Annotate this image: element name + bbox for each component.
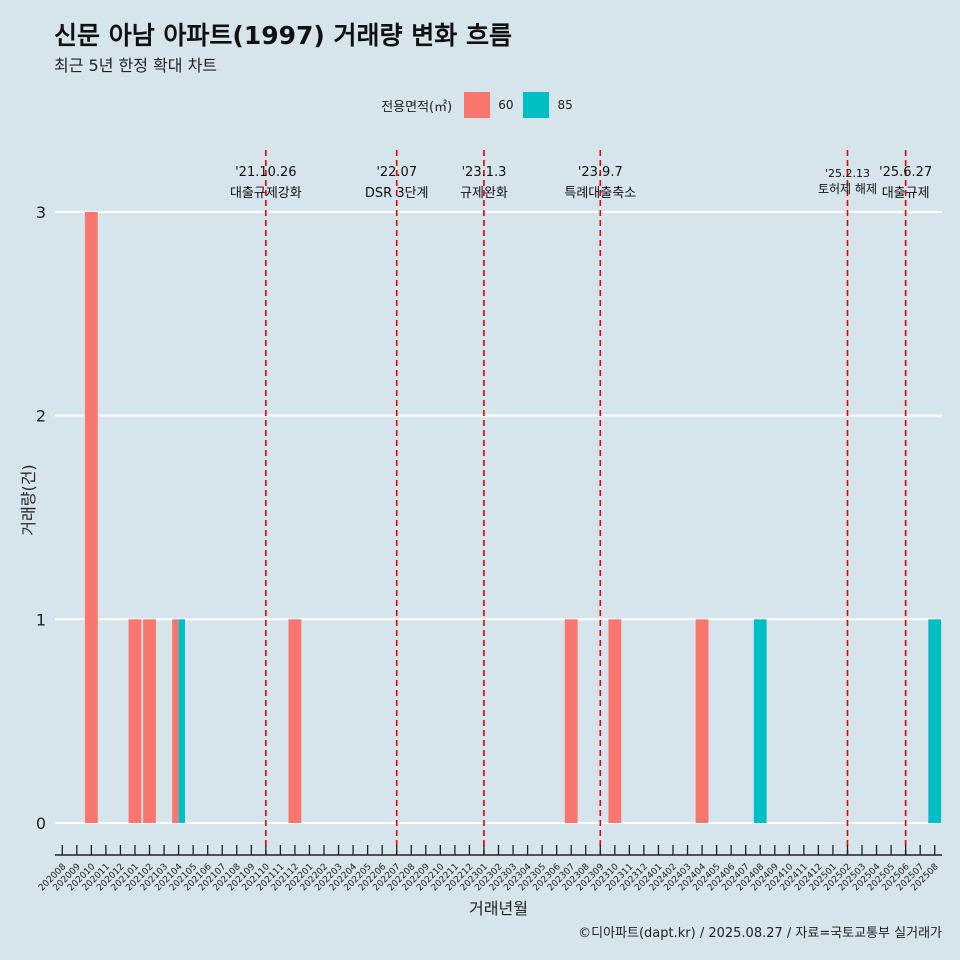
event-date-202502: '25.2.13 [825,167,870,180]
legend-label-85: 85 [557,98,573,112]
legend-label-60: 60 [498,98,514,112]
bar-60-202010 [84,211,98,823]
source-caption: ©디아파트(dapt.kr) / 2025.08.27 / 자료=국토교통부 실… [578,926,942,941]
x-axis-title: 거래년월 [469,899,528,918]
event-date-202506: '25.6.27 [879,165,932,180]
y-tick-label-2: 2 [36,407,46,426]
event-label-202207: DSR 3단계 [365,186,429,201]
event-label-202502: 토허제 해제 [818,182,877,196]
event-date-202110: '21.10.26 [235,165,296,180]
legend-swatch-85 [523,92,550,118]
legend-title: 전용면적(㎡) [381,99,453,115]
y-axis-title: 거래량(건) [19,464,38,535]
legend-item-85: 85 [523,92,573,118]
bar-60-202112 [288,619,302,823]
event-date-202309: '23.9.7 [578,165,623,180]
chart-subtitle: 최근 5년 한정 확대 차트 [54,56,218,75]
bar-85-202104 [178,619,185,823]
y-tick-label-3: 3 [36,203,46,222]
legend: 전용면적(㎡) 60 85 [0,92,960,118]
y-tick-label-0: 0 [36,814,46,833]
event-date-202301: '23.1.3 [461,165,506,180]
bar-85-202408 [753,619,767,823]
event-label-202506: 대출규제 [882,186,930,201]
bar-60-202101 [128,619,142,823]
y-tick-label-1: 1 [36,610,46,629]
legend-item-60: 60 [464,92,513,118]
event-label-202301: 규제완화 [460,186,508,201]
bar-85-202508 [928,619,942,823]
bar-60-202104 [172,619,179,823]
bar-60-202404 [695,619,709,823]
bar-60-202310 [608,619,622,823]
event-label-202309: 특례대출축소 [564,186,636,201]
bar-60-202307 [564,619,578,823]
bar-60-202102 [143,619,156,823]
legend-swatch-60 [464,92,491,118]
event-date-202207: '22.07 [376,165,417,180]
event-label-202110: 대출규제강화 [230,186,302,201]
chart-title: 신문 아남 아파트(1997) 거래량 변화 흐름 [54,21,512,50]
